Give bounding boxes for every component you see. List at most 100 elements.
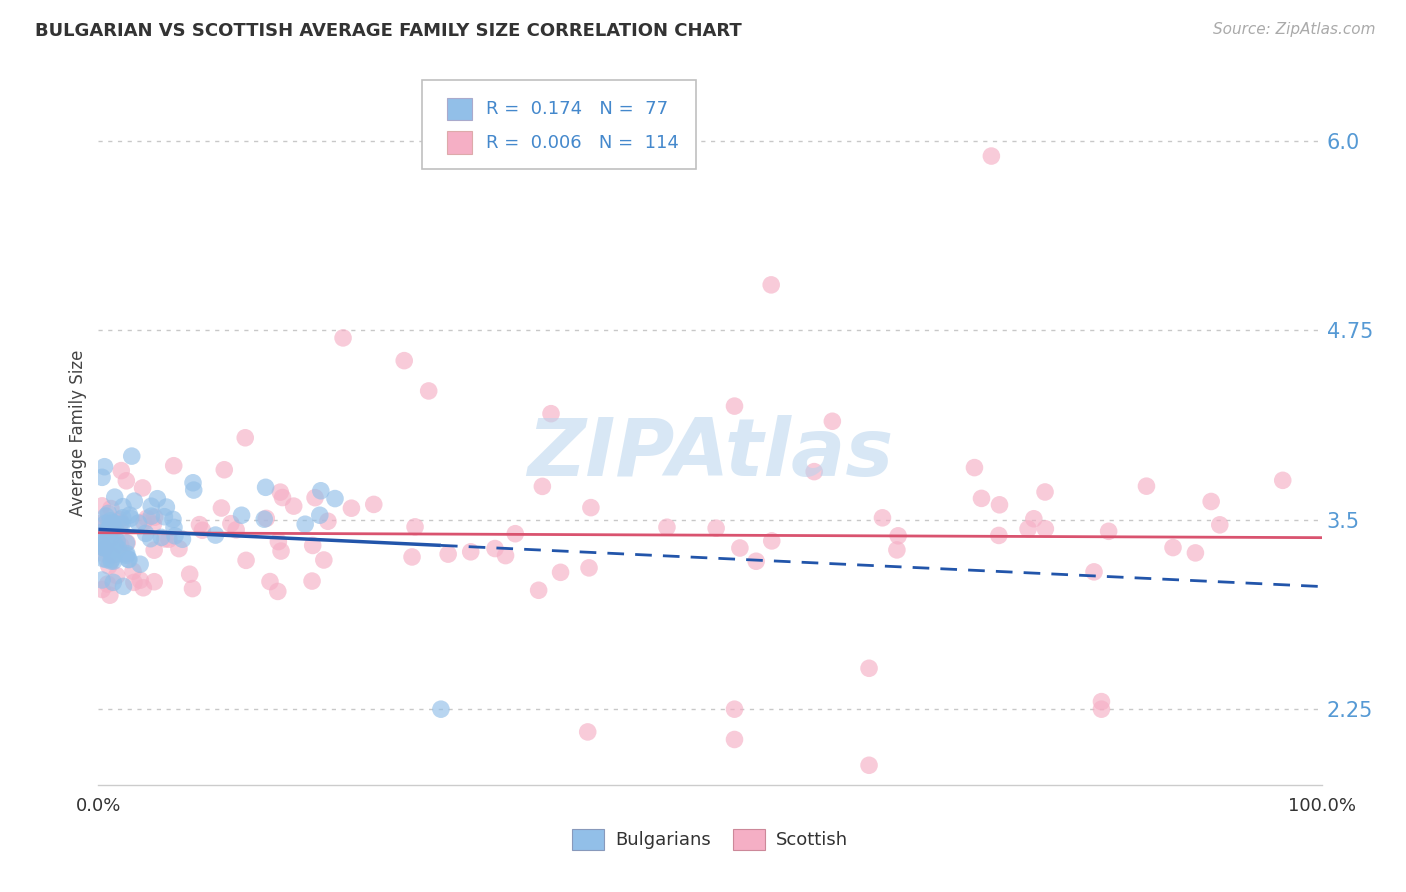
Point xyxy=(225,523,247,537)
Point xyxy=(101,517,124,532)
Text: ZIPAtlas: ZIPAtlas xyxy=(527,415,893,492)
Point xyxy=(970,491,993,506)
Point xyxy=(115,536,138,550)
Point xyxy=(886,542,908,557)
Point xyxy=(91,546,114,560)
Point xyxy=(1209,517,1232,532)
Point xyxy=(101,541,124,556)
Point xyxy=(105,534,128,549)
Point xyxy=(127,516,149,530)
Point xyxy=(94,516,117,531)
Point xyxy=(181,475,204,490)
Point xyxy=(132,581,155,595)
Point xyxy=(100,501,122,516)
Point xyxy=(91,516,114,530)
Point xyxy=(579,500,602,515)
Point xyxy=(1090,702,1112,716)
Point xyxy=(94,539,117,553)
Point xyxy=(495,549,517,563)
Point xyxy=(104,524,127,538)
Point xyxy=(803,465,825,479)
Point xyxy=(97,524,120,538)
Point xyxy=(162,512,184,526)
Point xyxy=(115,536,138,550)
Point xyxy=(142,517,165,532)
Point xyxy=(108,512,131,526)
Point xyxy=(141,509,163,524)
Text: BULGARIAN VS SCOTTISH AVERAGE FAMILY SIZE CORRELATION CHART: BULGARIAN VS SCOTTISH AVERAGE FAMILY SIZ… xyxy=(35,22,742,40)
Point xyxy=(132,515,155,529)
Point xyxy=(141,499,163,513)
Point xyxy=(1184,546,1206,560)
Point xyxy=(100,531,122,545)
Point xyxy=(253,512,276,526)
Point xyxy=(254,511,277,525)
Point xyxy=(728,541,751,555)
Point xyxy=(104,538,127,552)
Point xyxy=(550,566,572,580)
Point xyxy=(821,414,844,428)
Point xyxy=(96,516,118,530)
Point xyxy=(214,463,236,477)
Point xyxy=(143,574,166,589)
Point xyxy=(100,514,122,528)
Point xyxy=(404,520,426,534)
Point xyxy=(115,547,138,561)
Point xyxy=(91,541,114,555)
Point xyxy=(118,552,141,566)
Point xyxy=(94,509,117,524)
Point xyxy=(301,539,323,553)
Point xyxy=(110,464,132,478)
Point xyxy=(316,514,339,528)
Point xyxy=(988,498,1011,512)
Point xyxy=(235,553,257,567)
Point xyxy=(150,530,173,544)
Point xyxy=(118,508,141,522)
Point xyxy=(122,564,145,578)
Point xyxy=(121,449,143,463)
Point xyxy=(167,541,190,556)
Point xyxy=(97,517,120,532)
Point xyxy=(527,583,550,598)
Point xyxy=(294,517,316,532)
Point xyxy=(139,532,162,546)
Point xyxy=(97,528,120,542)
Point xyxy=(117,552,139,566)
Point xyxy=(267,534,290,549)
Point xyxy=(283,499,305,513)
Point xyxy=(188,517,211,532)
Point xyxy=(484,541,506,556)
Point xyxy=(887,529,910,543)
Point xyxy=(340,501,363,516)
Point xyxy=(97,559,120,574)
Point xyxy=(111,517,134,532)
Point xyxy=(157,533,180,547)
Point xyxy=(267,584,290,599)
Point xyxy=(1083,565,1105,579)
Point xyxy=(761,277,783,292)
Point xyxy=(430,702,453,716)
Point xyxy=(172,533,194,547)
Point xyxy=(1022,512,1045,526)
Point xyxy=(204,528,226,542)
Point xyxy=(143,543,166,558)
Point xyxy=(100,516,122,530)
Point xyxy=(91,582,114,597)
Point xyxy=(209,501,232,516)
Legend: Bulgarians, Scottish: Bulgarians, Scottish xyxy=(565,822,855,857)
Point xyxy=(963,460,986,475)
Point xyxy=(103,554,125,568)
Point xyxy=(96,552,118,566)
Point xyxy=(723,702,745,716)
Point xyxy=(308,508,330,523)
Point xyxy=(93,541,115,555)
Point xyxy=(91,538,114,552)
Point xyxy=(312,553,335,567)
Point xyxy=(98,524,121,539)
Point xyxy=(153,509,176,524)
Point xyxy=(97,577,120,591)
Point xyxy=(163,458,186,473)
Point xyxy=(111,510,134,524)
Point xyxy=(104,490,127,504)
Point xyxy=(183,483,205,497)
